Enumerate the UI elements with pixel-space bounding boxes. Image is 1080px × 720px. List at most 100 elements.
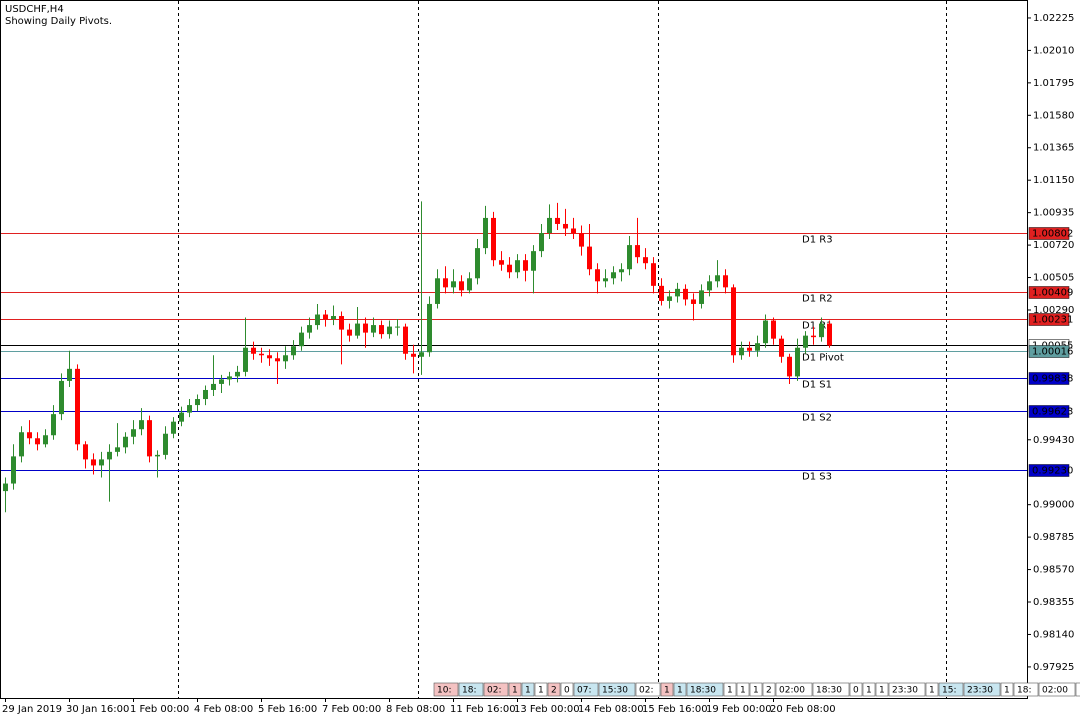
time-tag bbox=[925, 682, 939, 697]
candle-body bbox=[243, 347, 248, 372]
time-tag bbox=[963, 682, 1001, 697]
candle-body bbox=[635, 245, 640, 258]
pivot-value-label: 1.00231 bbox=[1032, 315, 1073, 326]
candle-body bbox=[331, 316, 336, 320]
candle-body bbox=[219, 379, 224, 384]
candle-body bbox=[403, 326, 408, 354]
time-tag-text: 1 bbox=[740, 686, 746, 696]
time-tag-text: 1 bbox=[866, 686, 872, 696]
pivot-value-label-box bbox=[1028, 372, 1070, 385]
x-tick-label: 7 Feb 00:00 bbox=[322, 704, 381, 715]
time-tag-text: 0 bbox=[564, 686, 570, 696]
time-tag-text: 2 bbox=[551, 686, 557, 696]
y-tick-label: 0.99430 bbox=[1033, 435, 1074, 446]
time-tag bbox=[673, 682, 687, 697]
time-tag-text: 1 bbox=[1004, 686, 1010, 696]
candle-body bbox=[643, 257, 648, 264]
y-tick-label: 1.02225 bbox=[1033, 13, 1074, 24]
pivot-name: D1 Pivot bbox=[802, 353, 844, 364]
candle-body bbox=[395, 326, 400, 328]
time-tag bbox=[635, 682, 661, 697]
candle-body bbox=[507, 264, 512, 273]
candle-body bbox=[579, 233, 584, 247]
candle-body bbox=[699, 290, 704, 304]
candle-body bbox=[139, 420, 144, 430]
candle-body bbox=[363, 323, 368, 333]
candle-body bbox=[483, 217, 488, 249]
candle-body bbox=[371, 325, 376, 333]
candle-body bbox=[787, 356, 792, 377]
candle-body bbox=[259, 353, 264, 356]
candle-body bbox=[187, 405, 192, 413]
candle-body bbox=[499, 260, 504, 265]
chart-subtitle: Showing Daily Pivots. bbox=[5, 16, 112, 27]
candle-body bbox=[123, 436, 128, 448]
candle-body bbox=[35, 438, 40, 445]
candle-body bbox=[523, 260, 528, 271]
time-tag bbox=[521, 682, 535, 697]
candle-body bbox=[747, 347, 752, 351]
y-tick-label: 0.99000 bbox=[1033, 500, 1074, 511]
time-tag-text: 0 bbox=[853, 686, 859, 696]
candle-body bbox=[163, 433, 168, 455]
time-tag bbox=[849, 682, 863, 697]
pivot-value-label-box bbox=[1028, 286, 1070, 299]
pivot-name: D1 S3 bbox=[802, 472, 832, 483]
y-tick-label: 1.02010 bbox=[1033, 45, 1074, 56]
pivot-value-label: 0.99230 bbox=[1032, 466, 1073, 477]
pivot-value-label: 0.99623 bbox=[1032, 407, 1073, 418]
candle-body bbox=[339, 316, 344, 330]
candle-body bbox=[411, 353, 416, 357]
pivot-value-label: 1.00409 bbox=[1032, 288, 1073, 299]
time-tag bbox=[749, 682, 763, 697]
y-tick-label: 0.98140 bbox=[1033, 629, 1074, 640]
y-tick-label: 1.01365 bbox=[1033, 143, 1074, 154]
candle-body bbox=[3, 483, 8, 492]
candle-body bbox=[131, 429, 136, 437]
time-tag bbox=[875, 682, 889, 697]
pivot-value-label-box bbox=[1028, 464, 1070, 477]
y-tick-label: 0.98785 bbox=[1033, 532, 1074, 543]
candle-body bbox=[595, 269, 600, 282]
y-tick-label: 1.01580 bbox=[1033, 110, 1074, 121]
candle-body bbox=[683, 288, 688, 300]
y-tick-label: 1.00290 bbox=[1033, 305, 1074, 316]
candle-body bbox=[803, 335, 808, 348]
candle-body bbox=[11, 456, 16, 484]
time-tag-text: 02:00 bbox=[1042, 686, 1068, 696]
x-tick-label: 29 Jan 2019 bbox=[2, 704, 62, 715]
time-tag bbox=[888, 682, 926, 697]
y-tick-label: 1.00720 bbox=[1033, 240, 1074, 251]
time-tag bbox=[862, 682, 876, 697]
x-tick-label: 1 Feb 00:00 bbox=[130, 704, 189, 715]
candle-body bbox=[115, 447, 120, 452]
time-tag-text: 15: bbox=[942, 686, 956, 696]
candle-body bbox=[691, 299, 696, 304]
candle-body bbox=[667, 296, 672, 301]
candle-body bbox=[771, 320, 776, 339]
candle-body bbox=[539, 233, 544, 252]
candle-body bbox=[571, 228, 576, 234]
time-tag-text: 18:30 bbox=[816, 686, 842, 696]
pivot-value-label-box bbox=[1028, 345, 1070, 358]
time-tag-text: 10: bbox=[437, 686, 451, 696]
time-tag-text: 18: bbox=[462, 686, 476, 696]
pivot-value-label-box bbox=[1028, 405, 1070, 418]
candle-body bbox=[43, 435, 48, 445]
candle-body bbox=[467, 278, 472, 291]
time-tag-text: 23:30 bbox=[892, 686, 918, 696]
y-tick-label: 0.98570 bbox=[1033, 565, 1074, 576]
pivot-value-label: 1.00802 bbox=[1032, 229, 1073, 240]
candle-body bbox=[763, 320, 768, 344]
time-tag bbox=[1000, 682, 1014, 697]
candle-body bbox=[739, 347, 744, 356]
period-separators bbox=[178, 1, 947, 698]
candle-body bbox=[795, 347, 800, 377]
candle-body bbox=[827, 323, 832, 346]
x-tick-label: 5 Feb 16:00 bbox=[258, 704, 317, 715]
time-tag-text: 1 bbox=[538, 686, 544, 696]
candle-body bbox=[675, 288, 680, 297]
candle-body bbox=[531, 251, 536, 271]
y-tick-label: 0.98355 bbox=[1033, 597, 1074, 608]
x-tick-label: 13 Feb 00:00 bbox=[514, 704, 580, 715]
